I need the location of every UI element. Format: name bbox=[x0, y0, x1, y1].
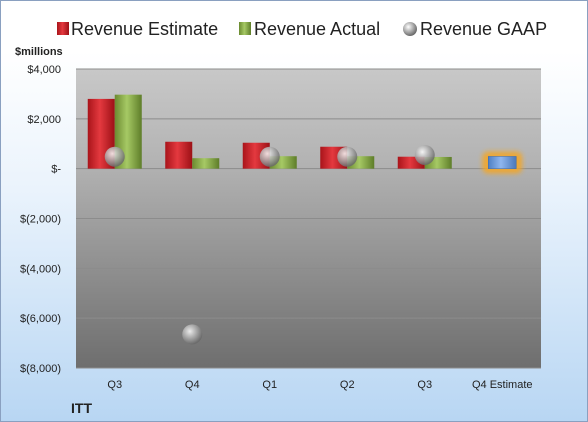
revenue-actual-bar[interactable] bbox=[192, 158, 220, 169]
legend-item-revenue-gaap[interactable]: Revenue GAAP bbox=[403, 19, 547, 39]
legend-swatch-revenue-actual bbox=[239, 22, 251, 35]
forecast-bar[interactable] bbox=[488, 156, 517, 169]
legend-label-revenue-estimate: Revenue Estimate bbox=[71, 19, 218, 39]
revenue-gaap-point[interactable] bbox=[337, 146, 358, 167]
revenue-gaap-point[interactable] bbox=[182, 324, 203, 345]
y-axis: $4,000 $2,000 $- $(2,000) $(4,000) $(6,000) $(… bbox=[20, 64, 61, 375]
revenue-actual-bar[interactable] bbox=[424, 156, 452, 169]
y-tick-label: $(6,000) bbox=[20, 313, 61, 325]
x-tick-label-q3: Q3 bbox=[417, 379, 432, 391]
y-tick-label: $(8,000) bbox=[20, 363, 61, 375]
legend-item-revenue-actual[interactable]: Revenue Actual bbox=[239, 19, 380, 39]
x-axis: Q3 Q4 Q1 Q2 Q3 Q4 Estimate bbox=[107, 379, 532, 391]
legend-swatch-revenue-estimate bbox=[57, 22, 69, 35]
x-tick-label-q1: Q1 bbox=[262, 379, 277, 391]
x-tick-label-q3: Q3 bbox=[107, 379, 122, 391]
y-tick-label: $- bbox=[51, 164, 61, 176]
revenue-gaap-point[interactable] bbox=[104, 146, 125, 167]
company-label: ITT bbox=[71, 400, 92, 416]
legend-item-revenue-estimate[interactable]: Revenue Estimate bbox=[57, 19, 218, 39]
legend-label-revenue-gaap: Revenue GAAP bbox=[420, 19, 547, 39]
revenue-estimate-bar[interactable] bbox=[397, 156, 425, 169]
unit-label: $millions bbox=[15, 46, 63, 58]
revenue-gaap-point[interactable] bbox=[414, 144, 435, 165]
y-tick-label: $2,000 bbox=[27, 114, 61, 126]
gridlines bbox=[76, 68, 541, 369]
gaap-points-layer bbox=[104, 144, 435, 345]
y-tick-label: $(2,000) bbox=[20, 214, 61, 226]
y-tick-label: $4,000 bbox=[27, 64, 61, 76]
legend-label-revenue-actual: Revenue Actual bbox=[254, 19, 380, 39]
x-tick-label-q2: Q2 bbox=[340, 379, 355, 391]
revenue-gaap-point[interactable] bbox=[259, 146, 280, 167]
revenue-estimate-bar[interactable] bbox=[165, 141, 193, 169]
legend-marker-revenue-gaap bbox=[403, 22, 417, 36]
y-tick-label: $(4,000) bbox=[20, 263, 61, 275]
legend: Revenue Estimate Revenue Actual Revenue … bbox=[57, 19, 547, 39]
x-tick-label-q4: Q4 bbox=[185, 379, 200, 391]
x-tick-label-q4-estimate: Q4 Estimate bbox=[472, 379, 533, 391]
